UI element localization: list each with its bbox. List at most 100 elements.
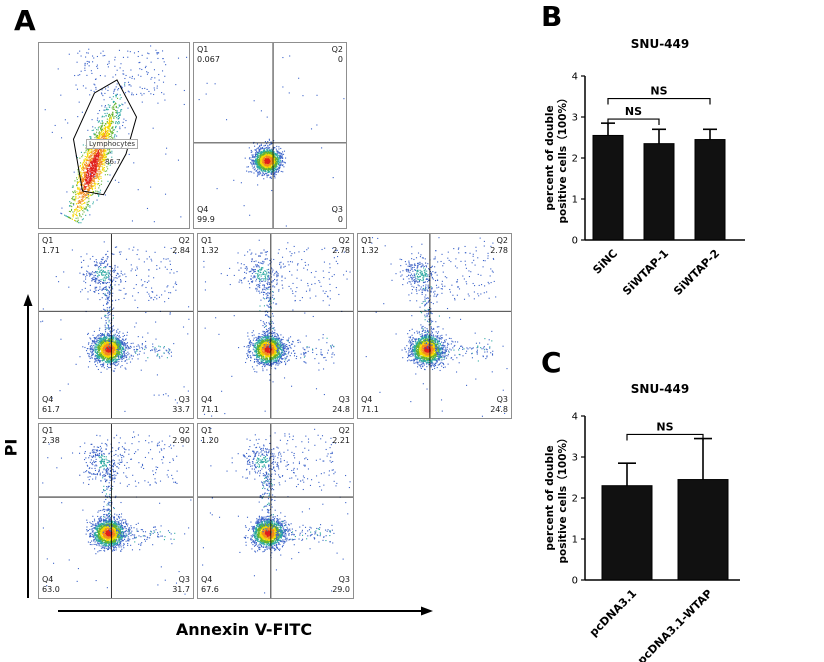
quadrant-q1-value: 1.20 [201, 436, 219, 445]
flow-plot-lymphocyte-gating: Lymphocytes 86.7 [38, 42, 190, 229]
quadrant-q3: Q3 0 [332, 205, 343, 225]
y-tick-label: 2 [572, 494, 578, 505]
y-tick-label: 3 [572, 453, 578, 464]
quadrant-q2: Q2 2.78 [332, 236, 350, 256]
quadrant-q2: Q2 2.84 [172, 236, 190, 256]
quadrant-q2-label: Q2 [178, 236, 190, 245]
quadrant-q1: Q1 2.38 [42, 426, 60, 446]
quadrant-q4: Q4 71.1 [361, 395, 379, 415]
quadrant-q3: Q3 33.7 [172, 395, 190, 415]
y-axis-label: percent of double [544, 105, 556, 210]
x-axis-arrowhead [421, 606, 433, 616]
quadrant-q4: Q4 71.1 [201, 395, 219, 415]
quadrant-q1-value: 1.71 [42, 246, 60, 255]
flow-scatter-canvas [198, 424, 353, 598]
flow-plot-unstained-control: Q1 0.067 Q2 0 Q4 99.9 Q3 0 [193, 42, 347, 229]
quadrant-q2-value: 2.78 [332, 246, 350, 255]
bar-chart-knockdown: SNU-449 percent of double positive cells（1… [544, 37, 745, 298]
gate-name-label: Lymphocytes [86, 139, 139, 149]
quadrant-q4-value: 63.0 [42, 585, 60, 594]
quadrant-q3-value: 29.0 [332, 585, 350, 594]
quadrant-q2-label: Q2 [338, 426, 350, 435]
quadrant-q3: Q3 29.0 [332, 575, 350, 595]
quadrant-q4: Q4 67.6 [201, 575, 219, 595]
x-tick-label: pcDNA3.1-WTAP [635, 587, 715, 662]
quadrant-q2-value: 2.84 [172, 246, 190, 255]
flow-scatter-canvas [39, 43, 189, 228]
ns-bracket [626, 433, 704, 441]
quadrant-q3-label: Q3 [496, 395, 508, 404]
ns-bracket [607, 118, 660, 126]
quadrant-q1-label: Q1 [361, 236, 373, 245]
quadrant-q4-value: 61.7 [42, 405, 60, 414]
quadrant-q1-value: 1.32 [201, 246, 219, 255]
quadrant-q2-label: Q2 [178, 426, 190, 435]
quadrant-q4: Q4 99.9 [197, 205, 215, 225]
quadrant-q1: Q1 1.71 [42, 236, 60, 256]
quadrant-q4-label: Q4 [201, 395, 213, 404]
flow-scatter-canvas [39, 234, 193, 418]
quadrant-q2-label: Q2 [331, 45, 343, 54]
flow-plot-siwtap-2: Q1 1.32 Q2 2.78 Q4 71.1 Q3 24.8 [357, 233, 512, 419]
quadrant-q4-value: 99.9 [197, 215, 215, 224]
y-tick-label: 1 [572, 195, 578, 206]
quadrant-q3-label: Q3 [178, 395, 190, 404]
flow-scatter-canvas [194, 43, 346, 228]
quadrant-q3: Q3 24.8 [332, 395, 350, 415]
x-tick-label: pcDNA3.1 [587, 587, 639, 639]
quadrant-q3-label: Q3 [338, 575, 350, 584]
quadrant-q4-label: Q4 [201, 575, 213, 584]
quadrant-q1-value: 0.067 [197, 55, 220, 64]
bar-0 [592, 134, 624, 241]
quadrant-q1: Q1 1.32 [361, 236, 379, 256]
quadrant-q2: Q2 2.90 [172, 426, 190, 446]
quadrant-q2: Q2 2.78 [490, 236, 508, 256]
bar-0 [601, 485, 653, 581]
bar-1 [643, 143, 675, 241]
y-axis-label: percent of double [544, 445, 556, 550]
quadrant-q3-value: 31.7 [172, 585, 190, 594]
ns-annotation: NS [625, 105, 642, 118]
bar-2 [694, 139, 726, 241]
quadrant-q3-label: Q3 [338, 395, 350, 404]
quadrant-q3-value: 33.7 [172, 405, 190, 414]
y-tick-label: 4 [572, 412, 578, 423]
panel-b-label: B [541, 0, 563, 33]
y-tick-label: 0 [572, 576, 578, 587]
quadrant-q4-value: 67.6 [201, 585, 219, 594]
quadrant-q4: Q4 63.0 [42, 575, 60, 595]
quadrant-q1-label: Q1 [197, 45, 209, 54]
flow-scatter-canvas [358, 234, 511, 418]
quadrant-q3-value: 24.8 [332, 405, 350, 414]
bar-chart-overexpression: SNU-449 percent of double positive cells（1… [544, 382, 740, 662]
quadrant-q1: Q1 1.32 [201, 236, 219, 256]
pi-axis-label: PI [1, 438, 21, 457]
quadrant-q4-label: Q4 [42, 395, 54, 404]
chart-title: SNU-449 [631, 37, 689, 51]
quadrant-q2-label: Q2 [496, 236, 508, 245]
flow-plot-siwtap-1: Q1 1.32 Q2 2.78 Q4 71.1 Q3 24.8 [197, 233, 354, 419]
quadrant-q1-label: Q1 [201, 236, 213, 245]
quadrant-q2-value: 2.78 [490, 246, 508, 255]
flow-plot-sinc: Q1 1.71 Q2 2.84 Q4 61.7 Q3 33.7 [38, 233, 194, 419]
quadrant-q2-label: Q2 [338, 236, 350, 245]
flow-scatter-canvas [198, 234, 353, 418]
quadrant-q1-label: Q1 [42, 236, 54, 245]
quadrant-q3-label: Q3 [178, 575, 190, 584]
x-tick-label: SiNC [590, 247, 620, 277]
panel-a-label: A [14, 4, 36, 37]
y-axis-arrowhead [23, 294, 33, 306]
y-axis-label: positive cells（100%） [556, 92, 569, 223]
y-tick-label: 4 [572, 72, 578, 83]
y-tick-label: 0 [572, 236, 578, 247]
quadrant-q2-value: 0 [337, 55, 343, 64]
quadrant-q4-label: Q4 [197, 205, 209, 214]
quadrant-q3: Q3 31.7 [172, 575, 190, 595]
panel-c-label: C [541, 346, 562, 379]
y-tick-label: 3 [572, 113, 578, 124]
quadrant-q3-label: Q3 [331, 205, 343, 214]
chart-title: SNU-449 [631, 382, 689, 396]
quadrant-q1-value: 1.32 [361, 246, 379, 255]
quadrant-q4: Q4 61.7 [42, 395, 60, 415]
